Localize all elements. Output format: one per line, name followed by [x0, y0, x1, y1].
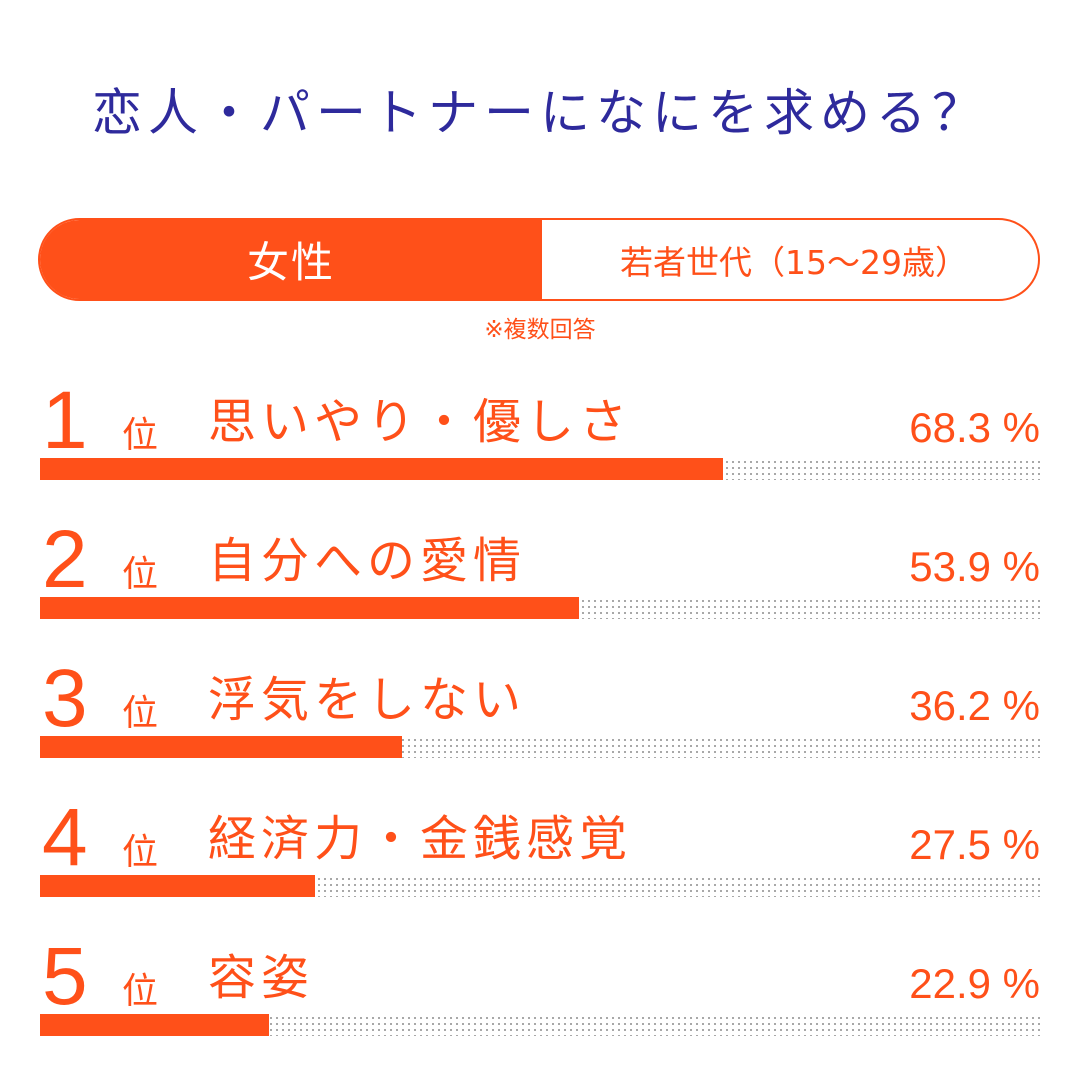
- ranking-row: 2 位自分への愛情 53.9 %: [40, 519, 1040, 629]
- bar: [40, 1014, 269, 1036]
- age-group-label: 若者世代（15〜29歳）: [620, 242, 968, 282]
- ranking-row: 3 位浮気をしない 36.2 %: [40, 658, 1040, 768]
- value-label: 36.2 %: [909, 682, 1040, 729]
- ranking-row: 5 位容姿 22.9 %: [40, 936, 1040, 1046]
- bar-track: [40, 597, 1040, 619]
- bar: [40, 597, 579, 619]
- category-label: 自分への愛情: [208, 533, 527, 589]
- rank-suffix: 位: [122, 832, 159, 873]
- rank-number: 2: [42, 514, 88, 605]
- gender-label: 女性: [40, 220, 542, 299]
- rank-number: 3: [42, 653, 88, 744]
- ranking-row: 1 位思いやり・優しさ 68.3 %: [40, 380, 1040, 490]
- bar-track: [40, 458, 1040, 480]
- rank-number: 4: [42, 792, 88, 883]
- bar-track: [40, 736, 1040, 758]
- value-label: 53.9 %: [909, 543, 1040, 590]
- rank-number: 5: [42, 931, 88, 1022]
- rank-suffix: 位: [122, 554, 159, 595]
- value-label: 22.9 %: [909, 960, 1040, 1007]
- page-title: 恋人・パートナーになにを求める？: [92, 84, 988, 142]
- segment-header: 女性 若者世代（15〜29歳）: [38, 218, 1040, 301]
- rank-suffix: 位: [122, 693, 159, 734]
- bar: [40, 458, 723, 480]
- bar-track: [40, 875, 1040, 897]
- rank-number: 1: [42, 375, 88, 466]
- category-label: 容姿: [208, 950, 315, 1006]
- bar: [40, 875, 315, 897]
- multiple-answer-note: ※複数回答: [484, 317, 596, 343]
- ranking-row: 4 位経済力・金銭感覚 27.5 %: [40, 797, 1040, 907]
- bar-track: [40, 1014, 1040, 1036]
- category-label: 思いやり・優しさ: [208, 394, 633, 450]
- category-label: 経済力・金銭感覚: [208, 811, 633, 867]
- rank-suffix: 位: [122, 415, 159, 456]
- value-label: 68.3 %: [909, 404, 1040, 451]
- value-label: 27.5 %: [909, 821, 1040, 868]
- category-label: 浮気をしない: [208, 672, 527, 728]
- bar: [40, 736, 402, 758]
- rank-suffix: 位: [122, 971, 159, 1012]
